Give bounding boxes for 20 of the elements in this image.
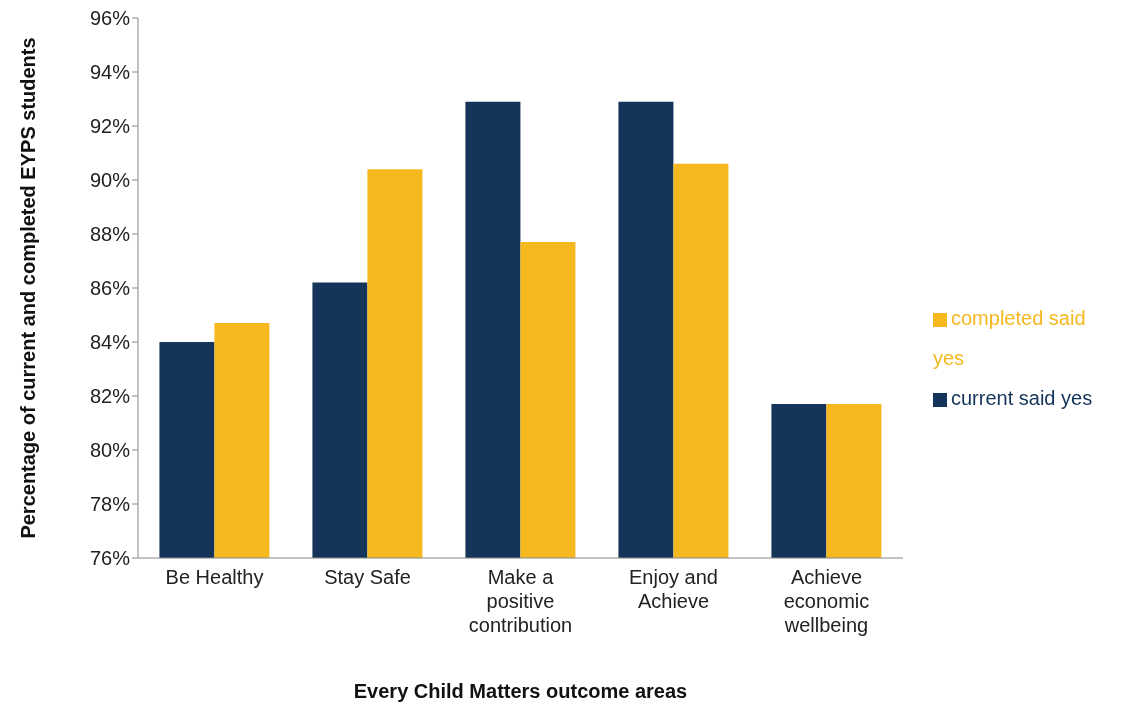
x-axis-title: Every Child Matters outcome areas	[353, 680, 688, 702]
x-tick-label: Achieve economic wellbeing	[783, 566, 870, 636]
y-tick-label: 80%	[89, 439, 131, 462]
y-tick-label: 92%	[89, 115, 131, 138]
y-tick-label: 88%	[89, 223, 131, 246]
legend-label: completed said yes	[933, 307, 1086, 369]
y-tick-label: 76%	[89, 547, 131, 570]
y-tick-label: 90%	[89, 169, 131, 192]
y-tick-label: 96%	[89, 7, 131, 30]
x-tick-label: Be Healthy	[165, 566, 264, 588]
y-tick-label: 78%	[89, 493, 131, 516]
y-tick-label: 82%	[89, 385, 131, 408]
x-tick-label: Make a positive contribution	[468, 566, 573, 636]
y-axis-title: Percentage of current and completed EYPS students	[17, 37, 40, 539]
legend-label: current said yes	[951, 387, 1093, 409]
y-tick-label: 94%	[89, 61, 131, 84]
x-tick-label: Stay Safe	[324, 566, 411, 588]
y-tick-label: 84%	[89, 331, 131, 354]
x-tick-label: Enjoy and Achieve	[629, 566, 718, 612]
y-tick-label: 86%	[89, 277, 131, 300]
